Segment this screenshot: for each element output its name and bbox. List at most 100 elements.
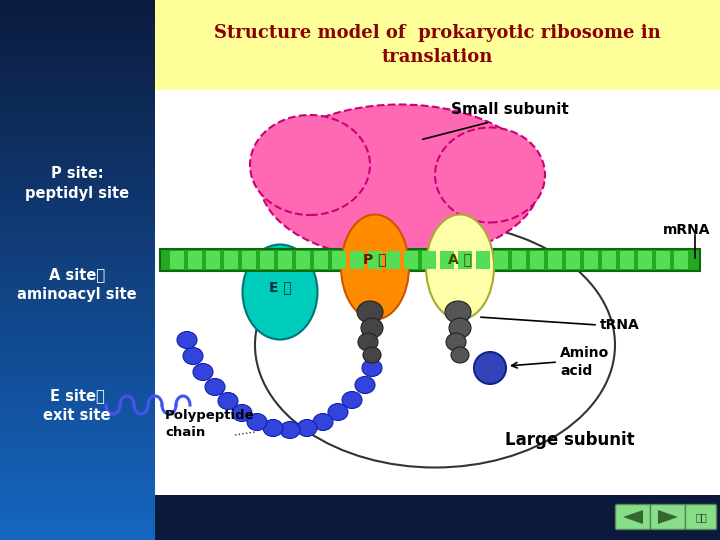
Bar	[224, 251, 238, 269]
Ellipse shape	[355, 376, 375, 394]
Bar	[155, 495, 720, 540]
Ellipse shape	[341, 214, 409, 320]
Bar	[0, 494, 155, 504]
Ellipse shape	[205, 379, 225, 395]
Bar	[548, 251, 562, 269]
Bar	[530, 251, 544, 269]
Bar	[566, 251, 580, 269]
Bar	[602, 251, 616, 269]
Bar	[0, 359, 155, 369]
Bar	[0, 107, 155, 117]
Ellipse shape	[263, 420, 283, 436]
Bar	[674, 251, 688, 269]
Bar	[0, 377, 155, 387]
Bar	[0, 404, 155, 414]
Bar	[0, 332, 155, 342]
Bar	[0, 458, 155, 468]
Ellipse shape	[363, 347, 381, 363]
Bar	[0, 467, 155, 477]
Bar	[0, 386, 155, 396]
Text: 目录: 目录	[695, 512, 707, 522]
Bar	[0, 512, 155, 522]
Ellipse shape	[297, 420, 317, 436]
Bar	[0, 521, 155, 531]
Bar	[638, 251, 652, 269]
Text: P 位: P 位	[364, 252, 387, 266]
Bar	[206, 251, 220, 269]
Bar	[0, 341, 155, 351]
Ellipse shape	[435, 127, 545, 222]
Bar	[0, 35, 155, 45]
Bar	[0, 134, 155, 144]
Bar	[386, 251, 400, 269]
Bar	[0, 368, 155, 378]
Bar	[0, 179, 155, 189]
Bar	[0, 80, 155, 90]
Text: mRNA: mRNA	[663, 223, 711, 237]
Ellipse shape	[255, 222, 615, 468]
Bar	[0, 125, 155, 135]
Bar	[0, 98, 155, 108]
Bar	[0, 116, 155, 126]
Bar	[620, 251, 634, 269]
Text: Structure model of  prokaryotic ribosome in
translation: Structure model of prokaryotic ribosome …	[214, 24, 660, 66]
Bar	[0, 89, 155, 99]
Bar	[0, 53, 155, 63]
Bar	[170, 251, 184, 269]
Ellipse shape	[362, 360, 382, 376]
Text: tRNA: tRNA	[600, 318, 640, 332]
Bar	[0, 8, 155, 18]
Bar	[0, 44, 155, 54]
Circle shape	[474, 352, 506, 384]
Bar	[0, 431, 155, 441]
Bar	[0, 278, 155, 288]
Bar	[0, 269, 155, 279]
Ellipse shape	[243, 245, 318, 340]
Bar	[350, 251, 364, 269]
Bar	[0, 242, 155, 252]
Bar	[656, 251, 670, 269]
Bar	[368, 251, 382, 269]
Bar	[0, 170, 155, 180]
Bar	[0, 71, 155, 81]
Ellipse shape	[342, 392, 362, 408]
Bar	[0, 305, 155, 315]
Bar	[0, 422, 155, 432]
Bar	[242, 251, 256, 269]
Bar	[0, 296, 155, 306]
Bar	[0, 350, 155, 360]
FancyBboxPatch shape	[685, 504, 716, 530]
Ellipse shape	[232, 404, 252, 422]
Bar	[155, 0, 720, 90]
Text: Amino
acid: Amino acid	[560, 346, 609, 377]
Bar	[584, 251, 598, 269]
Bar	[458, 251, 472, 269]
Ellipse shape	[218, 393, 238, 409]
Bar	[0, 287, 155, 297]
Text: P site:
peptidyl site: P site: peptidyl site	[25, 166, 129, 200]
Ellipse shape	[247, 414, 267, 430]
Bar	[332, 251, 346, 269]
Bar	[0, 314, 155, 324]
Bar	[0, 233, 155, 243]
Text: Small subunit: Small subunit	[451, 103, 569, 118]
Ellipse shape	[177, 332, 197, 348]
Bar	[0, 413, 155, 423]
Bar	[0, 215, 155, 225]
Bar	[314, 251, 328, 269]
Ellipse shape	[426, 214, 494, 320]
Bar	[260, 251, 274, 269]
Text: E 位: E 位	[269, 280, 292, 294]
Text: Large subunit: Large subunit	[505, 431, 635, 449]
Bar	[0, 188, 155, 198]
Bar	[0, 224, 155, 234]
Bar	[296, 251, 310, 269]
Bar	[494, 251, 508, 269]
Ellipse shape	[361, 318, 383, 338]
Ellipse shape	[183, 348, 203, 364]
Bar	[0, 503, 155, 513]
Polygon shape	[658, 510, 678, 524]
Bar	[0, 62, 155, 72]
Bar	[0, 0, 155, 9]
Ellipse shape	[449, 318, 471, 338]
